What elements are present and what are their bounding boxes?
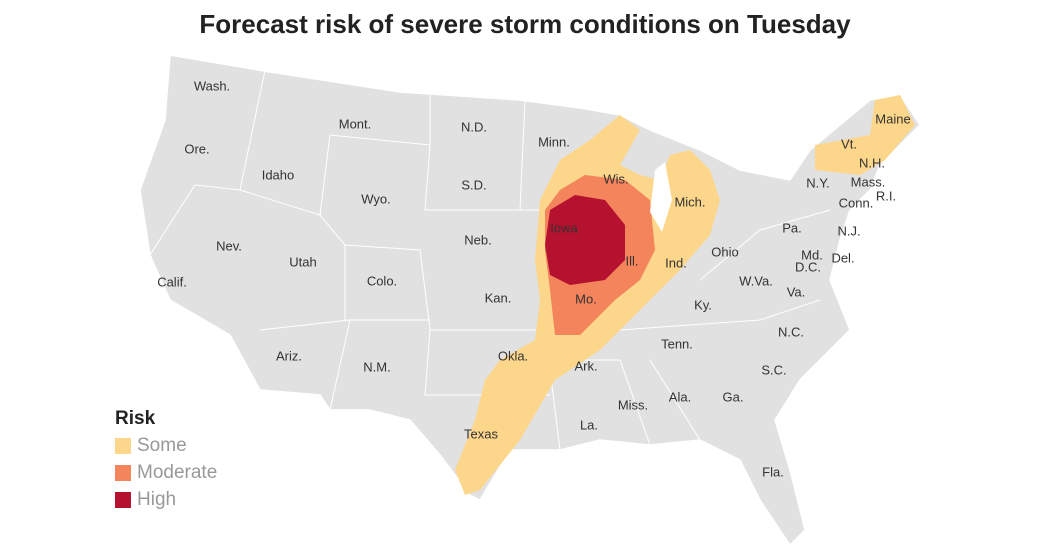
- state-label: Ind.: [665, 255, 687, 270]
- legend-label: High: [137, 489, 176, 510]
- state-label: Neb.: [464, 232, 491, 247]
- legend-swatch: [115, 438, 131, 454]
- state-label: Mont.: [339, 116, 372, 131]
- state-label: Md.: [801, 247, 823, 262]
- state-label: Del.: [831, 250, 854, 265]
- state-label: Texas: [464, 426, 498, 441]
- legend: Some Moderate High: [115, 435, 217, 510]
- state-label: Wyo.: [361, 191, 391, 206]
- state-label: N.H.: [859, 155, 885, 170]
- state-label: R.I.: [876, 188, 896, 203]
- state-label: N.D.: [461, 119, 487, 134]
- state-label: Ohio: [711, 244, 738, 259]
- state-label: Ariz.: [276, 348, 302, 363]
- state-label: Colo.: [367, 273, 397, 288]
- state-label: Pa.: [782, 220, 802, 235]
- state-label: D.C.: [795, 259, 821, 274]
- state-label: Ill.: [626, 253, 639, 268]
- state-label: Mass.: [851, 174, 886, 189]
- risk-area-high: [545, 195, 625, 285]
- risk-area-some: [815, 95, 915, 175]
- us-outline: [139, 54, 921, 547]
- state-label: N.C.: [778, 324, 804, 339]
- state-label: Ky.: [694, 297, 712, 312]
- legend-label: Some: [137, 435, 187, 456]
- state-borders: [149, 69, 831, 451]
- state-label: Conn.: [839, 195, 874, 210]
- state-label: Vt.: [841, 136, 857, 151]
- state-label: Mo.: [575, 291, 597, 306]
- state-label: Ark.: [574, 358, 597, 373]
- state-label: Wis.: [603, 171, 628, 186]
- state-label: Tenn.: [661, 336, 693, 351]
- state-label: Utah: [289, 254, 316, 269]
- state-label: Ore.: [184, 141, 209, 156]
- state-label: N.J.: [837, 223, 860, 238]
- state-label: Miss.: [618, 397, 648, 412]
- state-label: Calif.: [157, 274, 187, 289]
- state-label: Wash.: [194, 78, 230, 93]
- legend-label: Moderate: [137, 462, 217, 483]
- state-label: Iowa: [550, 220, 578, 235]
- title: Forecast risk of severe storm conditions…: [199, 9, 851, 39]
- legend-swatch: [115, 492, 131, 508]
- state-label: Nev.: [216, 238, 242, 253]
- state-label: Maine: [875, 111, 910, 126]
- state-label: Ga.: [723, 389, 744, 404]
- state-labels: Wash. Mont. N.D. Minn. Ore. Idaho Wyo. S.D. Wis.…: [157, 78, 911, 479]
- state-label: S.C.: [761, 362, 786, 377]
- state-label: Okla.: [498, 348, 528, 363]
- state-label: Fla.: [762, 464, 784, 479]
- state-label: W.Va.: [739, 273, 773, 288]
- state-label: Minn.: [538, 134, 570, 149]
- state-label: N.Y.: [806, 175, 830, 190]
- legend-swatch: [115, 465, 131, 481]
- state-label: Mich.: [674, 194, 705, 209]
- state-label: Ala.: [669, 389, 691, 404]
- state-label: Kan.: [485, 290, 512, 305]
- legend-title: Risk: [115, 408, 156, 429]
- state-label: Va.: [787, 284, 806, 299]
- lake-michigan: [650, 162, 672, 232]
- state-label: S.D.: [461, 177, 486, 192]
- state-label: N.M.: [363, 359, 390, 374]
- state-label: Idaho: [262, 167, 295, 182]
- state-label: La.: [580, 417, 598, 432]
